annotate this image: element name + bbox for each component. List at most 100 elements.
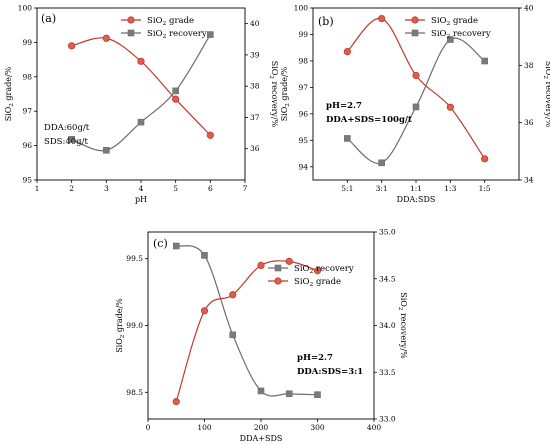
y-left-tick-label: 100 xyxy=(18,4,33,13)
legend-label: SiO2 recovery xyxy=(294,264,354,275)
y-right-tick-label: 33.5 xyxy=(379,368,396,377)
x-tick-label: 1:1 xyxy=(410,184,422,193)
y-right-axis-label: SiO2 recovery/% xyxy=(397,292,408,359)
data-point-circle xyxy=(172,95,180,103)
x-tick-label: 6 xyxy=(208,184,213,193)
data-point-square xyxy=(229,331,237,339)
annotation: DDA:SDS=3:1 xyxy=(297,367,363,377)
plot-frame xyxy=(36,7,246,181)
x-tick-label: 0 xyxy=(146,423,151,432)
y-right-axis-label: SiO2 recovery/% xyxy=(542,61,550,128)
y-left-tick-label: 99 xyxy=(22,38,32,47)
panel-label: (b) xyxy=(318,15,334,28)
y-right-axis-label: SiO2 recovery/% xyxy=(268,61,279,128)
x-tick-label: 1:3 xyxy=(444,184,456,193)
x-axis-label: pH xyxy=(135,195,147,204)
data-point-circle xyxy=(200,307,209,315)
data-point-circle xyxy=(343,48,351,56)
data-point-square xyxy=(481,57,488,65)
annotation: pH=2.7 xyxy=(326,101,362,111)
y-right-tick-label: 34.0 xyxy=(379,321,396,330)
data-point-square xyxy=(172,242,180,250)
data-point-square xyxy=(285,390,293,398)
y-left-tick-label: 99.5 xyxy=(126,254,143,263)
data-point-square xyxy=(257,387,265,395)
data-point-square xyxy=(344,135,351,142)
series-line-circle xyxy=(346,17,486,160)
data-point-circle xyxy=(257,261,265,269)
y-left-axis-label: SiO2 grade/% xyxy=(280,66,291,121)
data-point-square xyxy=(68,136,75,143)
y-right-tick-label: 33.0 xyxy=(379,415,396,424)
legend-label: SiO2 recovery xyxy=(147,29,207,40)
data-point-square xyxy=(314,391,321,398)
y-left-tick-label: 98 xyxy=(298,56,308,65)
y-left-tick-label: 95 xyxy=(298,136,308,145)
y-left-tick-label: 98.5 xyxy=(126,388,143,397)
x-tick-label: 5 xyxy=(173,184,178,193)
y-right-tick-label: 38 xyxy=(524,61,534,70)
panel-label: (c) xyxy=(153,237,168,250)
series-line-square xyxy=(346,37,486,165)
x-tick-label: 100 xyxy=(197,423,212,432)
y-left-tick-label: 96 xyxy=(22,141,32,150)
y-right-tick-label: 40 xyxy=(524,4,534,13)
y-right-tick-label: 34.5 xyxy=(379,274,396,283)
y-left-tick-label: 94 xyxy=(298,162,308,171)
y-left-tick-label: 96 xyxy=(298,109,308,118)
legend-label: SiO2 recovery xyxy=(431,29,491,40)
y-right-tick-label: 37 xyxy=(250,113,260,122)
data-point-circle xyxy=(313,267,322,275)
x-tick-label: 3:1 xyxy=(376,184,388,193)
y-left-axis-label: SiO2 grade/% xyxy=(4,66,15,121)
data-point-square xyxy=(137,118,145,126)
legend-marker xyxy=(274,264,282,272)
legend-label: SiO2 grade xyxy=(294,277,341,288)
data-point-circle xyxy=(206,131,214,139)
y-left-tick-label: 99.0 xyxy=(126,321,143,330)
y-right-tick-label: 38 xyxy=(250,82,260,91)
y-left-tick-label: 98 xyxy=(22,72,32,81)
x-tick-label: 5:1 xyxy=(341,184,353,193)
data-point-square xyxy=(412,103,420,111)
x-tick-label: 7 xyxy=(243,184,248,193)
y-right-tick-label: 34 xyxy=(524,176,534,185)
legend-marker xyxy=(127,16,135,24)
series-line-square xyxy=(71,34,211,152)
y-right-tick-label: 35.0 xyxy=(379,228,396,237)
annotation: pH=2.7 xyxy=(297,353,333,363)
y-left-tick-label: 97 xyxy=(22,107,32,116)
y-right-tick-label: 36 xyxy=(524,118,534,127)
x-tick-label: 300 xyxy=(310,423,325,432)
chart-panel-1: 1 2 3 4 5 6 7 95 96 97 98 99 100 36 37 38 39 40 pH SiO2 gra… xyxy=(4,4,279,205)
x-tick-label: 1:5 xyxy=(479,184,491,193)
data-point-circle xyxy=(68,42,76,50)
y-right-tick-label: 39 xyxy=(250,50,260,59)
x-tick-label: 2 xyxy=(69,184,74,193)
y-left-axis-label: SiO2 grade/% xyxy=(115,298,126,353)
data-point-circle xyxy=(102,34,110,42)
legend-marker xyxy=(274,277,282,285)
y-left-tick-label: 100 xyxy=(294,4,309,13)
data-point-square xyxy=(447,36,454,43)
legend-marker xyxy=(411,16,419,24)
data-point-circle xyxy=(378,14,386,23)
x-tick-label: 4 xyxy=(139,184,144,193)
data-point-square xyxy=(103,146,110,154)
x-axis-label: DDA:SDS xyxy=(397,195,436,204)
x-tick-label: 3 xyxy=(104,184,109,193)
data-point-circle xyxy=(285,257,293,265)
data-point-square xyxy=(172,87,179,95)
legend-marker xyxy=(411,29,419,37)
annotation: DDA+SDS=100g/t xyxy=(326,115,412,125)
data-point-square xyxy=(207,31,214,38)
x-tick-label: 1 xyxy=(35,184,40,193)
data-point-circle xyxy=(137,57,145,65)
chart-panel-2: 5:1 3:1 1:1 1:3 1:5 94 95 96 97 98 99 100 34 36 38 40 DD… xyxy=(280,4,550,205)
y-left-tick-label: 97 xyxy=(298,83,308,92)
data-point-circle xyxy=(481,155,489,163)
legend-marker xyxy=(127,29,135,37)
data-point-square xyxy=(378,159,385,167)
data-point-circle xyxy=(412,71,420,80)
